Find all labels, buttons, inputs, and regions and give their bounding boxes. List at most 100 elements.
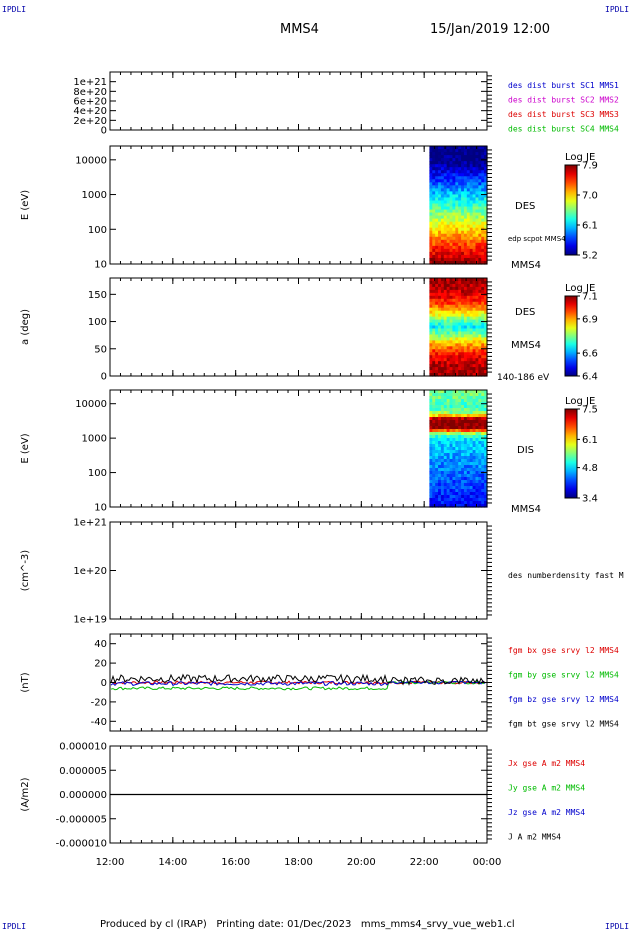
spectrogram-cell xyxy=(452,301,456,306)
series-line-3 xyxy=(110,680,486,687)
spectrogram-cell xyxy=(429,390,433,394)
spectrogram-cell xyxy=(443,197,448,202)
spectrogram-cell xyxy=(443,465,448,469)
spectrogram-cell xyxy=(440,429,445,433)
spectrogram-cell xyxy=(463,295,468,300)
spectrogram-cell xyxy=(429,408,433,412)
spectrogram-cell xyxy=(440,328,445,333)
spectrogram-cell xyxy=(455,307,459,312)
spectrogram-cell xyxy=(461,340,465,344)
spectrogram-cell xyxy=(478,334,482,338)
spectrogram-cell xyxy=(443,396,448,400)
spectrogram-cell xyxy=(440,402,445,406)
spectrogram-cell xyxy=(463,236,468,241)
spectrogram-cell xyxy=(443,310,448,315)
spectrogram-cell xyxy=(469,224,474,229)
spectrogram-cell xyxy=(452,432,456,436)
spectrogram-cell xyxy=(458,393,462,397)
spectrogram-cell xyxy=(481,396,485,400)
spectrogram-cell xyxy=(478,251,482,256)
spectrogram-cell xyxy=(475,197,479,202)
spectrogram-cell xyxy=(472,248,477,253)
spectrogram-cell xyxy=(463,164,468,168)
spectrogram-cell xyxy=(484,423,488,427)
spectrogram-cell xyxy=(429,316,433,321)
spectrogram-cell xyxy=(458,325,462,330)
spectrogram-cell xyxy=(461,170,465,174)
spectrogram-cell xyxy=(452,209,456,214)
spectrogram-cell xyxy=(446,438,451,442)
spectrogram-cell xyxy=(472,280,477,285)
spectrogram-cell xyxy=(429,242,433,247)
spectrogram-cell xyxy=(463,257,468,262)
spectrogram-cell xyxy=(435,402,439,406)
spectrogram-cell xyxy=(429,411,433,415)
spectrogram-cell xyxy=(438,254,442,259)
spectrogram-cell xyxy=(443,203,448,208)
spectrogram-cell xyxy=(446,185,451,189)
spectrogram-cell xyxy=(458,227,462,232)
spectrogram-cell xyxy=(449,444,454,448)
spectrogram-cell xyxy=(475,179,479,183)
spectrogram-cell xyxy=(461,295,465,300)
spectrogram-cell xyxy=(429,489,433,493)
spectrogram-cell xyxy=(432,310,436,315)
spectrogram-cell xyxy=(452,474,456,478)
spectrogram-cell xyxy=(455,313,459,318)
spectrogram-cell xyxy=(446,426,451,430)
spectrogram-cell xyxy=(461,420,465,424)
spectrogram-cell xyxy=(449,414,454,418)
spectrogram-cell xyxy=(446,194,451,199)
spectrogram-cell xyxy=(469,280,474,285)
spectrogram-cell xyxy=(484,373,488,377)
spectrogram-cell xyxy=(466,239,471,244)
spectrogram-cell xyxy=(438,504,442,508)
spectrogram-cell xyxy=(446,498,451,502)
spectrogram-cell xyxy=(438,489,442,493)
spectrogram-cell xyxy=(461,423,465,427)
spectrogram-cell xyxy=(455,230,459,235)
spectrogram-cell xyxy=(440,486,445,490)
spectrogram-cell xyxy=(461,486,465,490)
spectrogram-cell xyxy=(469,477,474,481)
spectrogram-cell xyxy=(472,334,477,338)
spectrogram-cell xyxy=(455,167,459,171)
spectrogram-cell xyxy=(455,364,459,368)
spectrogram-cell xyxy=(455,295,459,300)
spectrogram-cell xyxy=(463,221,468,226)
spectrogram-cell xyxy=(438,218,442,223)
spectrogram-cell xyxy=(461,468,465,472)
legend-entry: des dist burst SC1 MMS1 xyxy=(508,81,619,90)
spectrogram-cell xyxy=(472,456,477,460)
spectrogram-cell xyxy=(461,414,465,418)
spectrogram-cell xyxy=(440,441,445,445)
spectrogram-cell xyxy=(472,396,477,400)
spectrogram-cell xyxy=(463,367,468,371)
spectrogram-cell xyxy=(429,215,433,220)
spectrogram-cell xyxy=(484,450,488,454)
spectrogram-cell xyxy=(443,340,448,344)
spectrogram-cell xyxy=(472,212,477,217)
spectrogram-cell xyxy=(475,286,479,291)
spectrogram-cell xyxy=(481,221,485,226)
spectrogram-cell xyxy=(461,429,465,433)
spectrogram-cell xyxy=(446,206,451,211)
spectrogram-cell xyxy=(449,212,454,217)
spectrogram-cell xyxy=(435,239,439,244)
spectrogram-cell xyxy=(461,230,465,235)
spectrogram-cell xyxy=(429,149,433,153)
spectrogram-cell xyxy=(438,432,442,436)
spectrogram-cell xyxy=(463,444,468,448)
spectrogram-cell xyxy=(449,301,454,306)
spectrogram-cell xyxy=(475,224,479,229)
spectrogram-cell xyxy=(438,304,442,309)
spectrogram-cell xyxy=(461,459,465,463)
spectrogram-cell xyxy=(455,480,459,484)
spectrogram-cell xyxy=(432,316,436,321)
spectrogram-cell xyxy=(443,280,448,285)
spectrogram-cell xyxy=(469,364,474,368)
spectrogram-cell xyxy=(449,179,454,183)
spectrogram-cell xyxy=(446,239,451,244)
spectrogram-cell xyxy=(466,292,471,297)
spectrogram-cell xyxy=(463,206,468,211)
